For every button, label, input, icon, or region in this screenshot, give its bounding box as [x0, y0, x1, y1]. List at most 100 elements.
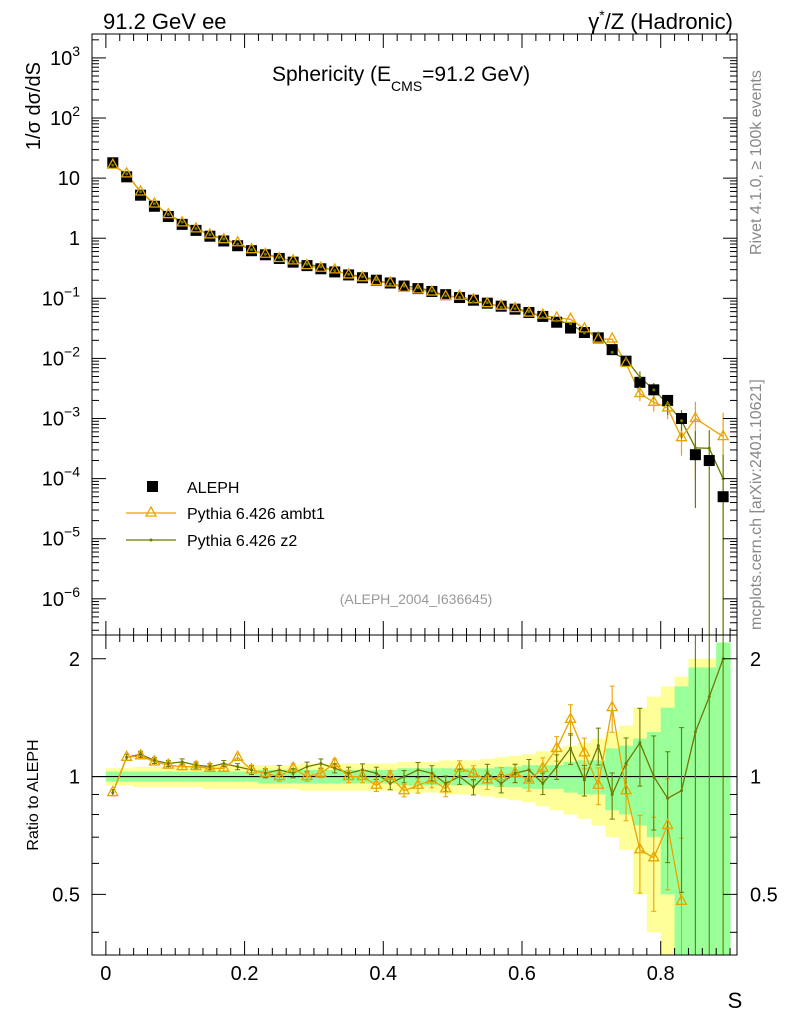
- z2-point: [360, 275, 364, 279]
- y-tick-label: 10−5: [42, 524, 80, 551]
- aleph-point: [565, 322, 577, 334]
- z2-ratio-point: [360, 768, 364, 772]
- z2-point: [499, 305, 503, 309]
- y-axis-label: 1/σ dσ/dS: [23, 62, 45, 150]
- z2-ratio-point: [680, 789, 684, 793]
- y-tick-label: 10−6: [42, 584, 80, 611]
- aleph-point: [315, 263, 327, 275]
- ambt1-ratio-point: [342, 769, 355, 781]
- z2-ratio-point: [277, 768, 281, 772]
- aleph-point: [703, 455, 715, 467]
- mcplots-source-label: mcplots.cern.ch [arXiv:2401.10621]: [748, 379, 765, 630]
- ambt1-point: [134, 184, 147, 196]
- ambt1-ratio-point: [453, 760, 466, 772]
- z2-point: [222, 237, 226, 241]
- ambt1-point: [106, 157, 119, 169]
- x-axis-label: S: [728, 988, 743, 1013]
- legend-label-ambt1: Pythia 6.426 ambt1: [187, 506, 325, 523]
- header-energy-label: 91.2 GeV ee: [103, 9, 227, 34]
- ambt1-point: [453, 288, 466, 300]
- ambt1-ratio-point: [231, 749, 244, 761]
- z2-ratio-point: [652, 775, 656, 779]
- z2-point: [388, 282, 392, 286]
- ambt1-point: [259, 246, 272, 258]
- ambt1-point: [717, 429, 730, 441]
- z2-ratio-point: [541, 782, 545, 786]
- z2-ratio-point: [388, 782, 392, 786]
- z2-ratio-point: [333, 766, 337, 770]
- z2-point: [152, 202, 156, 206]
- rivet-version-label: Rivet 4.1.0, ≥ 100k events: [748, 70, 765, 255]
- z2-ratio-point: [513, 771, 517, 775]
- aleph-point: [301, 260, 313, 272]
- y-tick-label: 102: [50, 103, 80, 130]
- z2-ratio-point: [111, 791, 115, 795]
- z2-point: [693, 446, 697, 450]
- ambt1-ratio-point: [176, 759, 189, 771]
- ambt1-point: [522, 305, 536, 317]
- ambt1-ratio-point: [397, 783, 411, 795]
- z2-point: [208, 233, 212, 237]
- legend-marker-z2: [149, 538, 153, 542]
- z2-ratio-point: [610, 792, 614, 796]
- aleph-point: [592, 332, 604, 344]
- ambt1-point: [148, 196, 161, 208]
- ambt1-point: [120, 166, 133, 178]
- z2-point: [513, 307, 517, 311]
- y-tick-label: 10−4: [42, 464, 80, 491]
- z2-ratio-point: [222, 761, 226, 765]
- z2-point: [250, 248, 254, 252]
- ambt1-ratio-point: [661, 818, 674, 830]
- ambt1-point: [162, 207, 175, 219]
- z2-ratio-point: [263, 771, 267, 775]
- ambt1-ratio-point: [633, 842, 647, 854]
- legend-label-aleph: ALEPH: [187, 480, 239, 497]
- ambt1-ratio-point: [578, 745, 591, 757]
- z2-ratio-point: [319, 761, 323, 765]
- header-process-label: γ*/Z (Hadronic): [588, 7, 733, 34]
- ambt1-point: [314, 260, 327, 272]
- ambt1-line: [112, 164, 724, 439]
- ambt1-point: [203, 227, 217, 239]
- z2-point: [430, 289, 434, 293]
- ambt1-ratio-point: [522, 772, 536, 784]
- x-tick-label: 0.6: [508, 963, 536, 985]
- z2-ratio-point: [416, 768, 420, 772]
- ambt1-ratio-point: [370, 777, 383, 789]
- axes: 0 0.2 0.4 0.6 0.810310210110−110−210−310−410…: [42, 34, 778, 985]
- ambt1-ratio-point: [508, 765, 522, 777]
- aleph-point: [176, 218, 188, 230]
- ambt1-point: [356, 270, 369, 282]
- y-tick-label: 10−3: [42, 404, 80, 431]
- ambt1-point: [495, 298, 508, 310]
- z2-point: [485, 301, 489, 305]
- ratio-bands: [92, 642, 737, 955]
- ratio-axis-label: Ratio to ALEPH: [25, 739, 42, 850]
- aleph-point: [467, 294, 479, 306]
- z2-ratio-point: [374, 771, 378, 775]
- z2-ratio-point: [499, 782, 503, 786]
- ambt1-ratio-point: [564, 712, 577, 724]
- z2-ratio-point: [638, 741, 642, 745]
- z2-point: [319, 265, 323, 269]
- ambt1-point: [647, 394, 660, 406]
- z2-ratio-point: [569, 746, 573, 750]
- z2-ratio-point: [582, 778, 586, 782]
- z2-ratio-point: [208, 765, 212, 769]
- ambt1-point: [217, 232, 230, 244]
- ambt1-point: [661, 400, 674, 412]
- aleph-point: [676, 413, 688, 425]
- ambt1-point: [675, 430, 688, 442]
- z2-ratio-point: [693, 730, 697, 734]
- ambt1-point: [481, 296, 494, 308]
- z2-ratio-point: [180, 760, 184, 764]
- ratio-tick-label: 2: [69, 649, 80, 671]
- ambt1-point: [606, 331, 619, 343]
- z2-point: [347, 272, 351, 276]
- z2-ratio-point: [458, 775, 462, 779]
- ratio-tick-label-right: 1: [750, 767, 761, 789]
- z2-point: [680, 419, 684, 423]
- ambt1-ratio-point: [314, 765, 327, 777]
- ambt1-ratio-point: [148, 754, 161, 766]
- ambt1-ratio-point: [411, 777, 425, 789]
